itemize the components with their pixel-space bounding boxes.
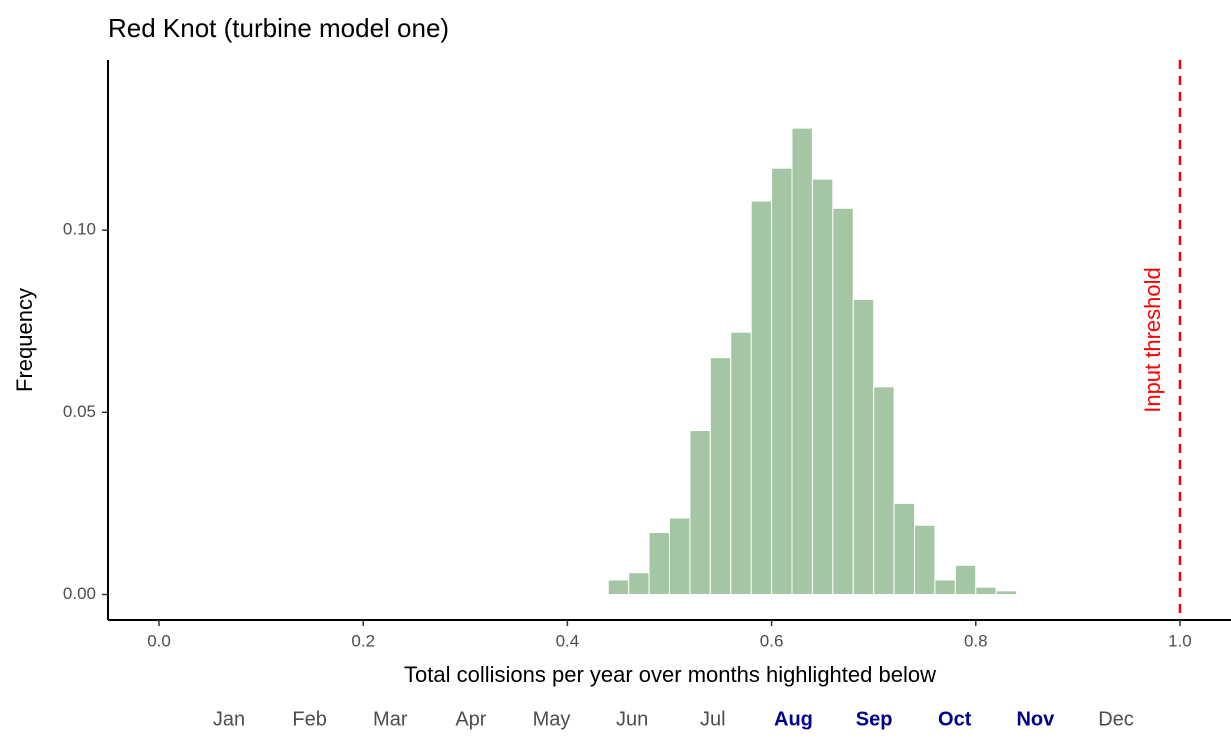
month-label: Feb (292, 708, 326, 730)
x-tick-label: 0.4 (556, 631, 580, 650)
month-label: Jun (616, 708, 648, 730)
x-tick-label: 0.6 (760, 631, 784, 650)
y-axis-label: Frequency (12, 288, 37, 392)
y-tick-label: 0.10 (63, 220, 96, 239)
x-tick-label: 0.8 (964, 631, 988, 650)
month-label: May (533, 708, 571, 730)
month-label: Aug (774, 708, 813, 730)
bar (995, 590, 1018, 595)
bar (934, 579, 956, 595)
month-label: Apr (455, 708, 486, 730)
month-label: Jan (213, 708, 245, 730)
x-tick-label: 1.0 (1168, 631, 1192, 650)
bar (791, 127, 813, 595)
bar (873, 386, 895, 595)
y-tick-label: 0.05 (63, 402, 96, 421)
bar (852, 298, 875, 595)
y-tick-label: 0.00 (63, 584, 96, 603)
bar (628, 572, 650, 595)
month-label: Mar (373, 708, 408, 730)
bar (750, 200, 773, 595)
bar (669, 517, 691, 595)
bar (975, 586, 997, 595)
month-label: Oct (938, 708, 972, 730)
x-axis-label: Total collisions per year over months hi… (404, 662, 936, 687)
x-tick-label: 0.0 (147, 631, 171, 650)
month-label: Dec (1098, 708, 1134, 730)
bar (954, 564, 977, 595)
month-label: Jul (700, 708, 726, 730)
bar (689, 430, 711, 595)
month-label: Sep (856, 708, 893, 730)
bar (811, 178, 834, 595)
chart-title: Red Knot (turbine model one) (108, 13, 449, 43)
x-tick-label: 0.2 (351, 631, 375, 650)
threshold-label: Input threshold (1140, 267, 1165, 413)
bar (730, 331, 752, 595)
bar (914, 524, 936, 595)
month-label: Nov (1016, 708, 1055, 730)
bar (771, 167, 793, 595)
bar (648, 532, 671, 595)
bar (607, 579, 630, 595)
bar (893, 502, 916, 595)
bar (832, 207, 854, 595)
bar (709, 357, 732, 595)
